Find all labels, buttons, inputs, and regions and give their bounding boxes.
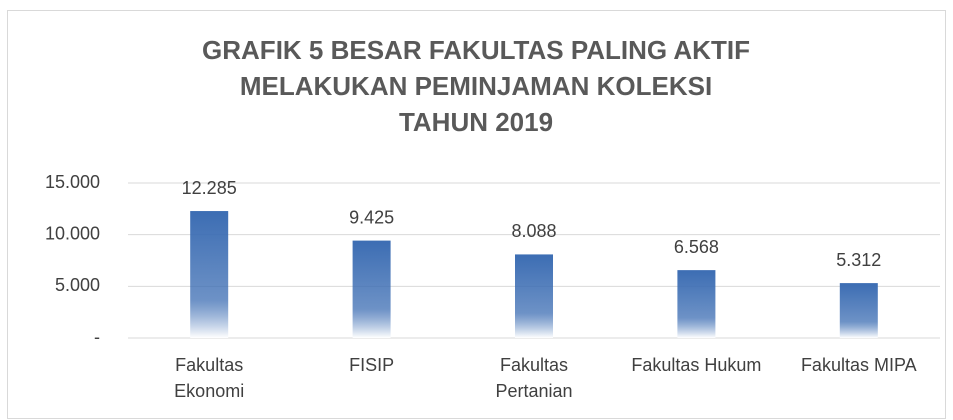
y-tick-label: 15.000 [45,172,100,192]
data-label: 8.088 [511,221,556,241]
chart-title: MELAKUKAN PEMINJAMAN KOLEKSI [240,71,712,101]
x-tick-label: Fakultas [500,355,568,375]
chart-border [7,10,946,419]
x-tick-label: Pertanian [495,381,572,401]
x-tick-label: Ekonomi [174,381,244,401]
chart-title: TAHUN 2019 [399,107,553,137]
data-label: 5.312 [836,250,881,270]
data-label: 9.425 [349,207,394,227]
x-tick-label: Fakultas [175,355,243,375]
y-tick-label: 5.000 [55,275,100,295]
data-label: 6.568 [674,237,719,257]
data-label: 12.285 [182,178,237,198]
bar [839,283,878,338]
bar [190,211,229,338]
y-tick-label: 10.000 [45,223,100,243]
bar [352,240,391,338]
chart-title: GRAFIK 5 BESAR FAKULTAS PALING AKTIF [202,35,750,65]
x-tick-label: Fakultas Hukum [631,355,761,375]
x-tick-label: Fakultas MIPA [801,355,917,375]
y-tick-label: - [94,327,100,347]
bar [515,254,553,338]
bar [677,270,716,338]
x-tick-label: FISIP [349,355,394,375]
